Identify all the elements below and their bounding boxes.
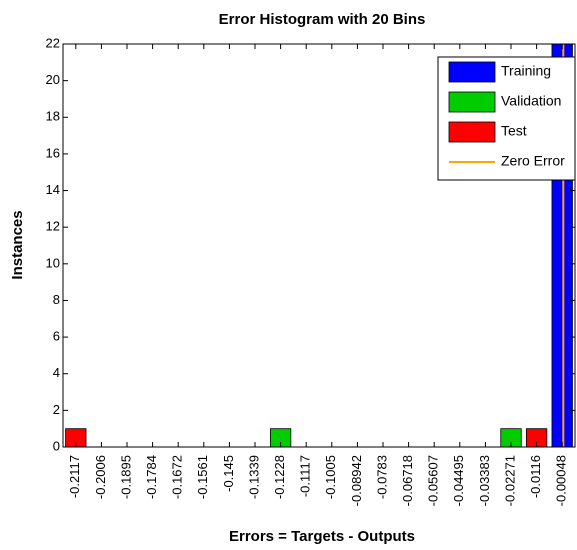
- y-axis-label: Instances: [9, 210, 26, 279]
- x-tick-label: -0.1228: [272, 455, 287, 499]
- y-tick-label: 20: [46, 72, 60, 87]
- x-axis-label: Errors = Targets - Outputs: [229, 528, 415, 545]
- y-tick-label: 2: [53, 402, 60, 417]
- x-tick-label: -0.1672: [170, 455, 185, 499]
- x-tick-label: -0.06718: [400, 455, 415, 506]
- y-tick-label: 4: [53, 365, 60, 380]
- x-tick-label: -0.08942: [349, 455, 364, 506]
- x-tick-label: -0.02271: [502, 455, 517, 506]
- x-tick-label: -0.2006: [93, 455, 108, 499]
- legend-label: Training: [501, 63, 551, 79]
- x-tick-label: -0.145: [221, 455, 236, 492]
- legend-label: Test: [501, 123, 527, 139]
- x-tick-label: -0.2117: [67, 455, 82, 498]
- y-tick-label: 22: [46, 35, 60, 50]
- y-tick-label: 6: [53, 329, 60, 344]
- chart-title: Error Histogram with 20 Bins: [219, 11, 426, 28]
- y-tick-label: 0: [53, 438, 60, 453]
- y-tick-label: 10: [46, 255, 60, 270]
- x-tick-label: -0.03383: [477, 455, 492, 506]
- plot-frame: [62, 43, 576, 448]
- x-tick-label: -0.1784: [144, 455, 159, 499]
- x-tick-label: -0.00048: [554, 455, 569, 506]
- y-tick-label: 14: [46, 182, 60, 197]
- legend-label: Zero Error: [501, 153, 565, 169]
- x-tick-label: -0.1005: [323, 455, 338, 499]
- legend-swatch: [448, 121, 496, 143]
- y-tick-label: 8: [53, 292, 60, 307]
- x-tick-label: -0.1339: [246, 455, 261, 499]
- legend-label: Validation: [501, 93, 561, 109]
- x-tick-label: -0.1117: [298, 455, 313, 497]
- y-tick-label: 18: [46, 109, 60, 124]
- x-tick-label: -0.0783: [374, 455, 389, 499]
- legend-swatch: [448, 61, 496, 83]
- x-tick-label: -0.04495: [451, 455, 466, 506]
- legend-swatch: [448, 91, 496, 113]
- x-tick-label: -0.1895: [118, 455, 133, 499]
- y-tick-label: 12: [46, 219, 60, 234]
- x-tick-label: -0.0116: [528, 455, 543, 498]
- x-tick-label: -0.1561: [195, 455, 210, 499]
- y-tick-label: 16: [46, 145, 60, 160]
- x-tick-label: -0.05607: [426, 455, 441, 506]
